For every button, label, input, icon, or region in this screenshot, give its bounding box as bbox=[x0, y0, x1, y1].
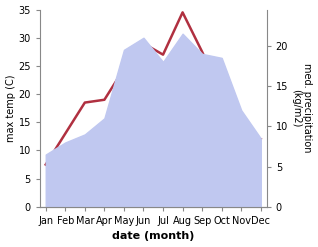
Y-axis label: max temp (C): max temp (C) bbox=[5, 74, 16, 142]
X-axis label: date (month): date (month) bbox=[112, 231, 194, 242]
Y-axis label: med. precipitation
(kg/m2): med. precipitation (kg/m2) bbox=[291, 63, 313, 153]
